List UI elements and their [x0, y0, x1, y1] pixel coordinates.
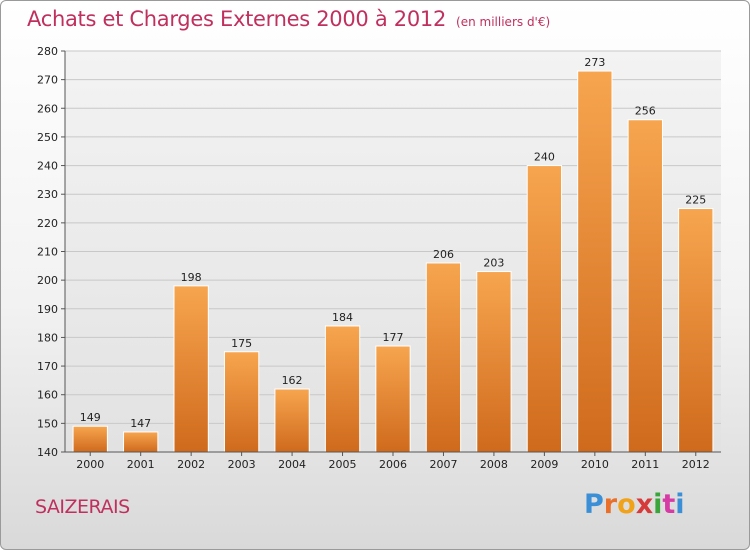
bar-2012 — [678, 208, 714, 453]
x-tick-label-2000: 2000 — [76, 458, 104, 471]
logo-letter: x — [635, 489, 654, 520]
bars: 149 147 198 175 162 184 177 206 203 240 273 256 225 — [72, 56, 714, 453]
y-tick-label: 170 — [37, 360, 58, 373]
x-tick-label-2005: 2005 — [329, 458, 357, 471]
y-tick-label: 160 — [37, 389, 58, 402]
value-label-2007: 206 — [433, 248, 454, 261]
proxiti-logo[interactable]: Proxiti — [584, 489, 685, 520]
chart-title: Achats et Charges Externes 2000 à 2012 (e… — [27, 7, 550, 31]
y-tick-label: 250 — [37, 131, 58, 144]
bar-2004 — [274, 388, 310, 453]
value-label-2003: 175 — [231, 337, 252, 350]
x-tick-label-2010: 2010 — [581, 458, 609, 471]
y-tick-label: 220 — [37, 217, 58, 230]
y-tick-label: 150 — [37, 417, 58, 430]
x-tick-label-2007: 2007 — [429, 458, 457, 471]
bar-2006 — [375, 345, 411, 453]
y-tick-label: 240 — [37, 160, 58, 173]
logo-letter: i — [653, 489, 663, 520]
value-label-2010: 273 — [584, 56, 605, 69]
logo-letter: i — [675, 489, 685, 520]
logo-letter: P — [584, 489, 604, 520]
title-text: Achats et Charges Externes 2000 à 2012 — [27, 7, 447, 31]
y-tick-label: 280 — [37, 45, 58, 58]
logo-letter: r — [603, 489, 618, 520]
x-tick-label-2006: 2006 — [379, 458, 407, 471]
value-label-2002: 198 — [181, 271, 202, 284]
x-tick-label-2009: 2009 — [530, 458, 558, 471]
bar-2002 — [173, 285, 209, 453]
chart-subtitle: (en milliers d'€) — [456, 15, 551, 29]
value-label-2009: 240 — [534, 151, 555, 164]
y-tick-label: 230 — [37, 188, 58, 201]
y-tick-label: 180 — [37, 331, 58, 344]
x-tick-label-2008: 2008 — [480, 458, 508, 471]
logo-letter: o — [617, 489, 636, 520]
y-tick-label: 190 — [37, 303, 58, 316]
x-tick-label-2002: 2002 — [177, 458, 205, 471]
bar-2001 — [123, 431, 159, 453]
y-tick-label: 210 — [37, 246, 58, 259]
bar-2000 — [72, 425, 108, 453]
y-tick-label: 260 — [37, 102, 58, 115]
value-label-2011: 256 — [635, 105, 656, 118]
y-tick-label: 200 — [37, 274, 58, 287]
value-label-2005: 184 — [332, 311, 353, 324]
y-tick-label: 140 — [37, 446, 58, 459]
logo-letter: t — [662, 489, 676, 520]
bar-2003 — [223, 351, 260, 453]
value-label-2006: 177 — [383, 331, 404, 344]
value-label-2012: 225 — [685, 194, 706, 207]
bar-2005 — [324, 325, 361, 453]
value-label-2001: 147 — [130, 417, 151, 430]
bar-2009 — [526, 165, 563, 453]
bar-2007 — [425, 262, 462, 453]
value-label-2008: 203 — [483, 257, 504, 270]
bar-2011 — [627, 119, 663, 453]
x-tick-label-2011: 2011 — [631, 458, 659, 471]
x-tick-label-2003: 2003 — [228, 458, 256, 471]
value-label-2000: 149 — [80, 411, 101, 424]
city-name: SAIZERAIS — [35, 496, 130, 518]
bar-2008 — [476, 271, 512, 453]
value-label-2004: 162 — [282, 374, 303, 387]
x-tick-label-2012: 2012 — [682, 458, 710, 471]
y-axis: 140 150 160 170 180 190 200 210 220 230 240 250 260 2… — [37, 45, 66, 459]
x-axis: 2000 2001 2002 2003 2004 2005 2006 2007 2008 2009… — [65, 451, 721, 471]
x-tick-label-2001: 2001 — [127, 458, 155, 471]
y-tick-label: 270 — [37, 74, 58, 87]
x-tick-label-2004: 2004 — [278, 458, 306, 471]
bar-2010 — [577, 70, 613, 453]
